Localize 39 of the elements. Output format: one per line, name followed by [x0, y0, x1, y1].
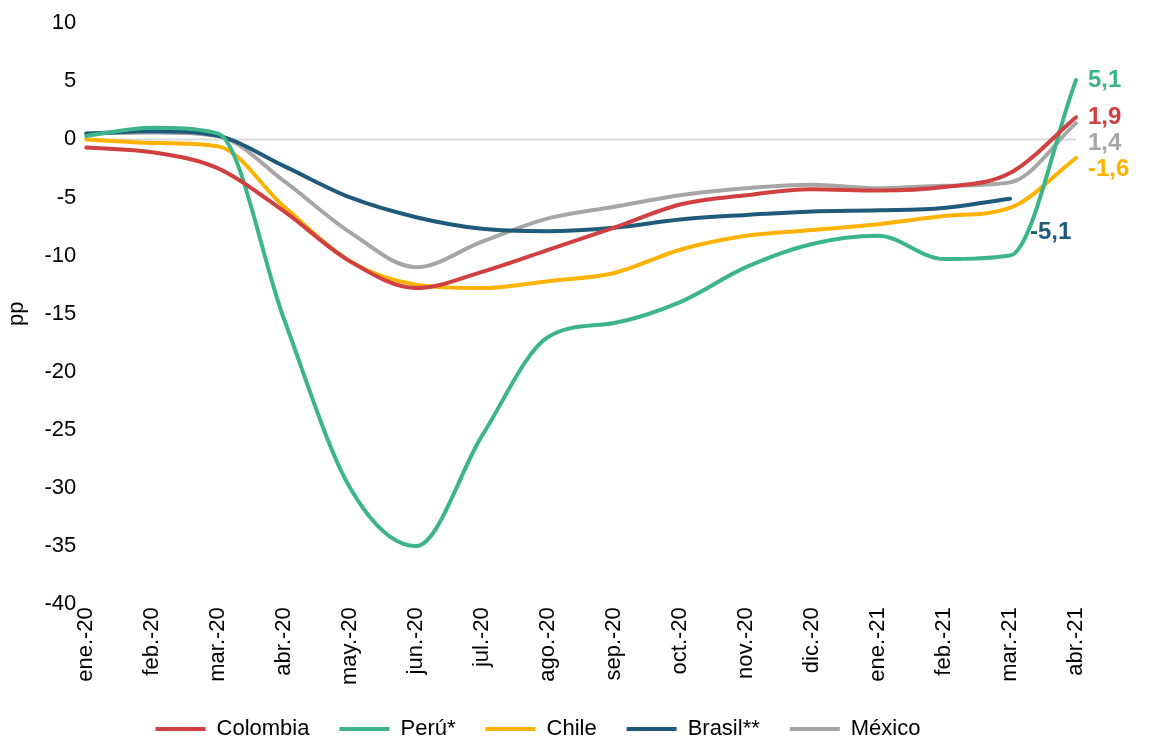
x-tick-label: may.-20	[336, 607, 362, 686]
data-label: 1,4	[1088, 127, 1123, 155]
x-tick-label: feb.-20	[138, 607, 164, 676]
x-tick-label: abr.-20	[270, 607, 296, 676]
y-tick-label: -35	[44, 532, 77, 558]
x-tick-label: oct.-20	[666, 607, 692, 675]
x-tick-label: jun.-20	[402, 607, 428, 676]
x-tick-label: feb.-21	[930, 607, 956, 676]
y-tick-label: 10	[51, 9, 77, 35]
x-tick-label: jul.-20	[468, 607, 494, 669]
legend-label: Brasil**	[687, 715, 761, 741]
y-tick-label: -40	[44, 590, 77, 616]
y-tick-label: 5	[63, 67, 77, 93]
x-tick-label: nov.-20	[732, 607, 758, 679]
x-tick-label: mar.-21	[996, 607, 1022, 682]
x-tick-label: ago.-20	[534, 607, 560, 682]
line-series	[84, 78, 1078, 549]
x-tick-label: sep.-20	[600, 607, 626, 681]
y-tick-label: -25	[44, 415, 77, 441]
data-label: 1,9	[1088, 101, 1122, 129]
legend-label: Colombia	[216, 715, 311, 741]
legend-label: Perú*	[400, 715, 456, 741]
y-tick-label: -10	[44, 241, 77, 267]
x-tick-label: abr.-21	[1062, 607, 1088, 676]
y-tick-label: -15	[44, 299, 77, 325]
y-tick-label: -30	[44, 474, 77, 500]
x-tick-label: mar.-20	[204, 607, 230, 682]
x-tick-label: dic.-20	[798, 607, 824, 674]
y-tick-label: -5	[56, 183, 77, 209]
y-tick-label: 0	[63, 125, 77, 151]
line-series	[84, 129, 1013, 234]
y-axis-title: pp	[3, 301, 29, 326]
data-label: -5,1	[1030, 217, 1072, 245]
x-tick-label: ene.-21	[864, 607, 890, 682]
y-tick-label: -20	[44, 357, 77, 383]
legend-label: Chile	[546, 715, 597, 741]
data-label: 5,1	[1088, 64, 1122, 92]
data-label: -1,6	[1088, 153, 1130, 181]
legend-label: México	[850, 715, 921, 741]
